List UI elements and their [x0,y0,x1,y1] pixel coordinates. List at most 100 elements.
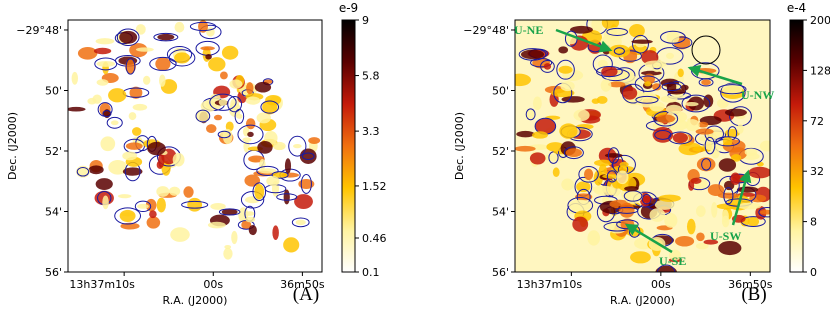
emission [77,47,98,60]
emission [619,161,629,168]
emission [174,21,185,33]
emission [593,159,613,167]
emission [525,109,536,119]
contour [556,59,575,80]
emission [187,197,203,212]
contour [153,32,179,42]
annotation-arrows [555,28,752,254]
emission [229,79,243,89]
emission [169,186,181,196]
emission [272,225,279,241]
emission [119,209,136,222]
emission [677,68,684,78]
emission [245,196,261,204]
emission [295,219,306,226]
emission [718,241,742,256]
emission [576,181,591,193]
contour [195,109,211,123]
emission [256,112,271,124]
emission [125,142,143,150]
colorbar-label: e-9 [339,1,358,15]
emission [129,86,143,99]
emission [516,130,535,138]
emission [543,63,552,70]
contour [116,28,140,47]
emission [149,210,157,219]
emission [730,154,742,162]
contour [106,116,123,129]
emission [744,148,758,156]
emission [593,185,615,196]
x-tick-label: 36m50s [728,278,773,291]
x-axis-label: R.A. (J2000) [610,294,675,307]
panel-label: (B) [741,284,766,305]
emission [102,195,109,210]
emission [266,175,280,187]
contour [727,126,738,141]
emission [520,49,545,60]
emission [558,46,569,54]
colorbar-tick-label: 1.52 [362,180,387,193]
emission [210,202,226,210]
emission [110,120,119,126]
contour [607,147,620,164]
contour [606,27,628,36]
contour [301,152,315,160]
emission [703,141,716,151]
annotation: U-SW [710,229,741,243]
y-axis-label: Dec. (J2000) [453,112,466,180]
contour [563,146,584,160]
emission [145,198,157,212]
contour [134,200,152,213]
emission [220,130,229,139]
emission [736,186,759,193]
contour [596,66,623,78]
emission [183,186,194,198]
emission [565,148,582,158]
emission [96,79,109,86]
contour [168,49,196,67]
contour [578,165,599,183]
emission [644,81,652,87]
contour [661,82,682,92]
emission [568,199,592,212]
emission [605,27,630,37]
annotation: U-SE [659,254,686,268]
emission [666,52,674,59]
colorbar-tick-label: 9 [362,14,369,27]
emission [230,98,240,111]
emission [119,30,138,44]
contour [114,207,142,225]
contour [189,21,217,32]
contour [525,108,536,121]
emission [245,118,256,130]
emission [747,216,760,227]
emission [223,247,233,260]
emission [573,109,590,122]
emission [273,141,286,151]
contour [613,47,625,55]
emission [242,137,252,142]
contour [635,95,659,104]
y-tick-label: 56' [45,266,62,279]
emission [245,211,255,216]
emission [685,119,700,132]
panel-label: (A) [293,284,319,305]
emission [132,103,148,111]
emission [92,94,102,104]
contour [653,111,679,127]
emission [257,140,273,154]
emission [157,33,175,41]
emission [205,53,212,60]
y-axis-label: Dec. (J2000) [6,112,19,180]
emission [695,242,709,250]
emission [236,113,243,119]
emission [597,59,608,69]
emission [262,99,278,115]
emission [245,96,261,105]
emission [608,44,631,58]
contour [260,100,280,114]
contour [641,194,652,205]
emission [108,88,127,103]
colorbar-tick-label: 32 [810,165,824,178]
